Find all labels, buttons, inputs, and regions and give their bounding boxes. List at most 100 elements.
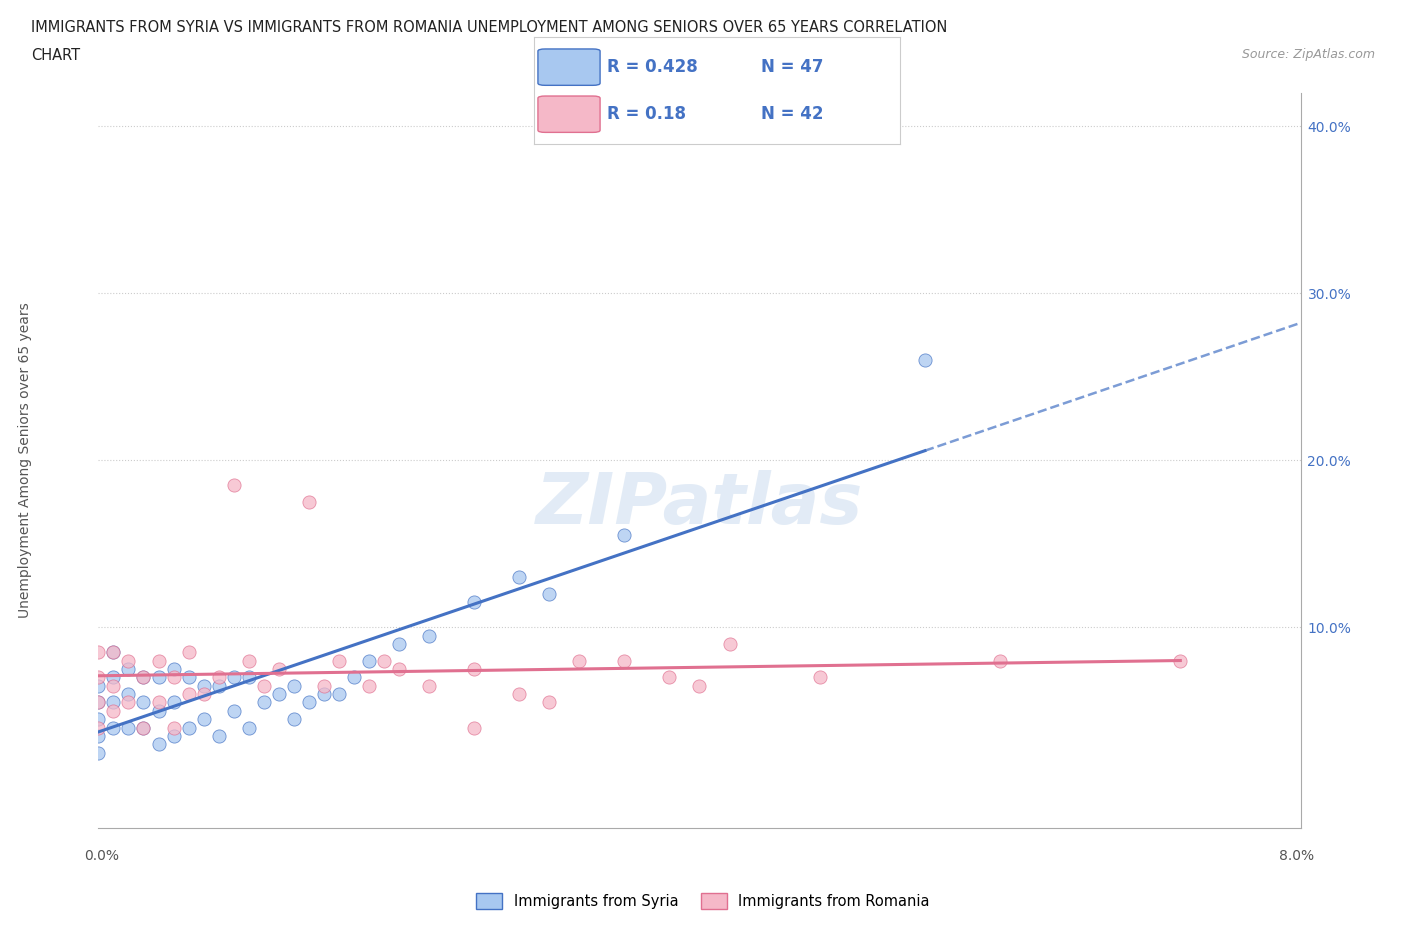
Point xyxy=(283,711,305,726)
Point xyxy=(177,686,200,701)
Text: ZIPatlas: ZIPatlas xyxy=(536,470,863,538)
Text: N = 47: N = 47 xyxy=(761,59,824,76)
Point xyxy=(103,670,125,684)
Point xyxy=(253,678,276,693)
Point xyxy=(103,720,125,735)
Point xyxy=(613,653,636,668)
Point xyxy=(267,661,290,676)
Point xyxy=(283,678,305,693)
Point xyxy=(162,670,184,684)
Point xyxy=(87,644,110,659)
Point xyxy=(463,720,485,735)
Point xyxy=(132,695,155,710)
Point xyxy=(132,670,155,684)
Point xyxy=(238,653,260,668)
Point xyxy=(222,478,245,493)
Point xyxy=(117,653,139,668)
Text: Unemployment Among Seniors over 65 years: Unemployment Among Seniors over 65 years xyxy=(18,302,32,618)
Point xyxy=(162,728,184,743)
Point xyxy=(103,678,125,693)
Point xyxy=(508,570,530,585)
FancyBboxPatch shape xyxy=(538,96,600,132)
Point xyxy=(914,352,936,367)
Point xyxy=(117,661,139,676)
Point xyxy=(132,670,155,684)
Point xyxy=(238,670,260,684)
Point xyxy=(162,720,184,735)
Text: IMMIGRANTS FROM SYRIA VS IMMIGRANTS FROM ROMANIA UNEMPLOYMENT AMONG SENIORS OVER: IMMIGRANTS FROM SYRIA VS IMMIGRANTS FROM… xyxy=(31,20,948,35)
FancyBboxPatch shape xyxy=(538,49,600,86)
Point xyxy=(988,653,1011,668)
Point xyxy=(208,728,231,743)
Text: 8.0%: 8.0% xyxy=(1279,849,1313,863)
Point xyxy=(117,686,139,701)
Point xyxy=(1168,653,1191,668)
Point xyxy=(87,728,110,743)
Point xyxy=(388,661,411,676)
Point xyxy=(418,629,440,644)
Text: 0.0%: 0.0% xyxy=(84,849,118,863)
Point xyxy=(103,644,125,659)
Point xyxy=(222,703,245,718)
Point xyxy=(343,670,366,684)
Point xyxy=(208,670,231,684)
Point xyxy=(298,495,321,510)
Point xyxy=(298,695,321,710)
Point xyxy=(103,644,125,659)
Point xyxy=(177,720,200,735)
Point xyxy=(538,695,561,710)
Point xyxy=(718,637,741,652)
Text: CHART: CHART xyxy=(31,48,80,63)
Point xyxy=(267,686,290,701)
Text: R = 0.18: R = 0.18 xyxy=(607,105,686,123)
Point xyxy=(87,670,110,684)
Point xyxy=(312,686,335,701)
Point xyxy=(508,686,530,701)
Point xyxy=(373,653,395,668)
Point xyxy=(162,695,184,710)
Point xyxy=(148,670,170,684)
Point xyxy=(132,720,155,735)
Point xyxy=(418,678,440,693)
Point xyxy=(238,720,260,735)
Point xyxy=(117,695,139,710)
Point xyxy=(613,528,636,543)
Point xyxy=(148,653,170,668)
Point xyxy=(193,686,215,701)
Point xyxy=(538,587,561,602)
Point xyxy=(193,678,215,693)
Point xyxy=(87,678,110,693)
Point xyxy=(253,695,276,710)
Point xyxy=(689,678,711,693)
Legend: Immigrants from Syria, Immigrants from Romania: Immigrants from Syria, Immigrants from R… xyxy=(470,887,936,915)
Point xyxy=(87,720,110,735)
Point xyxy=(328,653,350,668)
Point xyxy=(87,745,110,760)
Point xyxy=(148,737,170,751)
Text: N = 42: N = 42 xyxy=(761,105,824,123)
Point xyxy=(87,711,110,726)
Point xyxy=(177,670,200,684)
Text: Source: ZipAtlas.com: Source: ZipAtlas.com xyxy=(1241,48,1375,61)
Point xyxy=(328,686,350,701)
Point xyxy=(463,595,485,610)
Point xyxy=(388,637,411,652)
Point xyxy=(132,720,155,735)
Point xyxy=(193,711,215,726)
Point xyxy=(312,678,335,693)
Point xyxy=(177,644,200,659)
Point xyxy=(103,695,125,710)
Point xyxy=(357,653,380,668)
Point xyxy=(357,678,380,693)
Point xyxy=(463,661,485,676)
Point xyxy=(208,678,231,693)
Point xyxy=(568,653,591,668)
Point xyxy=(222,670,245,684)
Point xyxy=(148,703,170,718)
Point xyxy=(658,670,681,684)
Point xyxy=(87,695,110,710)
Point xyxy=(103,703,125,718)
Point xyxy=(162,661,184,676)
Point xyxy=(148,695,170,710)
Point xyxy=(808,670,831,684)
